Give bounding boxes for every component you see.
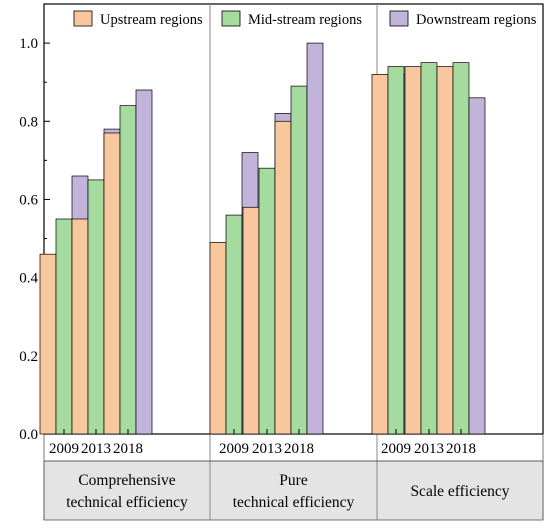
y-tick-label: 0.4 — [19, 271, 38, 287]
bar-downstream-regions-2018 — [135, 89, 153, 435]
x-tick-label: 2013 — [81, 441, 111, 457]
y-tick-label: 0.8 — [19, 114, 38, 130]
bar-mid-stream-regions-2009 — [55, 218, 73, 435]
bar-upstream-regions-2013 — [242, 206, 260, 435]
bar-upstream-regions-2018 — [436, 66, 454, 435]
x-tick-label: 2013 — [414, 441, 444, 457]
bar-mid-stream-regions-2009 — [387, 66, 405, 435]
bar-mid-stream-regions-2013 — [87, 179, 105, 435]
group-label: technical efficiency — [233, 494, 355, 511]
bar-downstream-regions-2018 — [468, 97, 486, 435]
y-tick-label: 0.0 — [19, 427, 38, 443]
bar-mid-stream-regions-2018 — [452, 62, 470, 435]
x-tick-label: 2009 — [219, 441, 249, 457]
legend-swatch-downstream-regions — [389, 10, 409, 27]
legend-label: Mid-stream regions — [248, 12, 362, 28]
bar-mid-stream-regions-2013 — [258, 167, 276, 435]
group-label: Scale efficiency — [410, 483, 509, 500]
x-tick-label: 2018 — [284, 441, 314, 457]
y-tick-label: 1.0 — [19, 36, 38, 52]
group-label-band — [43, 460, 544, 521]
bar-mid-stream-regions-2009 — [225, 214, 243, 435]
bar-downstream-regions-2018 — [306, 42, 324, 435]
legend-label: Downstream regions — [416, 12, 537, 28]
bar-mid-stream-regions-2018 — [119, 105, 137, 435]
bar-mid-stream-regions-2018 — [290, 85, 308, 435]
bar-upstream-regions-2013 — [71, 218, 89, 435]
group-label: technical efficiency — [66, 494, 188, 511]
bar-upstream-regions-2009 — [209, 242, 227, 435]
y-tick-label: 0.2 — [19, 349, 38, 365]
group-label: Pure — [279, 472, 308, 489]
bar-upstream-regions-2013 — [404, 66, 422, 435]
x-tick-label: 2018 — [113, 441, 143, 457]
bar-mid-stream-regions-2013 — [420, 62, 438, 435]
legend-swatch-upstream-regions — [73, 10, 93, 27]
x-tick-label: 2018 — [446, 441, 476, 457]
legend-swatch-mid-stream-regions — [221, 10, 241, 27]
x-tick-label: 2009 — [381, 441, 411, 457]
group-label: Comprehensive — [78, 472, 175, 489]
x-tick-label: 2009 — [49, 441, 79, 457]
bar-upstream-regions-2018 — [274, 120, 292, 435]
x-tick-label: 2013 — [252, 441, 282, 457]
legend-label: Upstream regions — [100, 12, 203, 28]
bar-upstream-regions-2009 — [39, 253, 57, 435]
bar-upstream-regions-2018 — [103, 132, 121, 435]
y-tick-label: 0.6 — [19, 192, 38, 208]
bar-upstream-regions-2009 — [371, 74, 389, 435]
